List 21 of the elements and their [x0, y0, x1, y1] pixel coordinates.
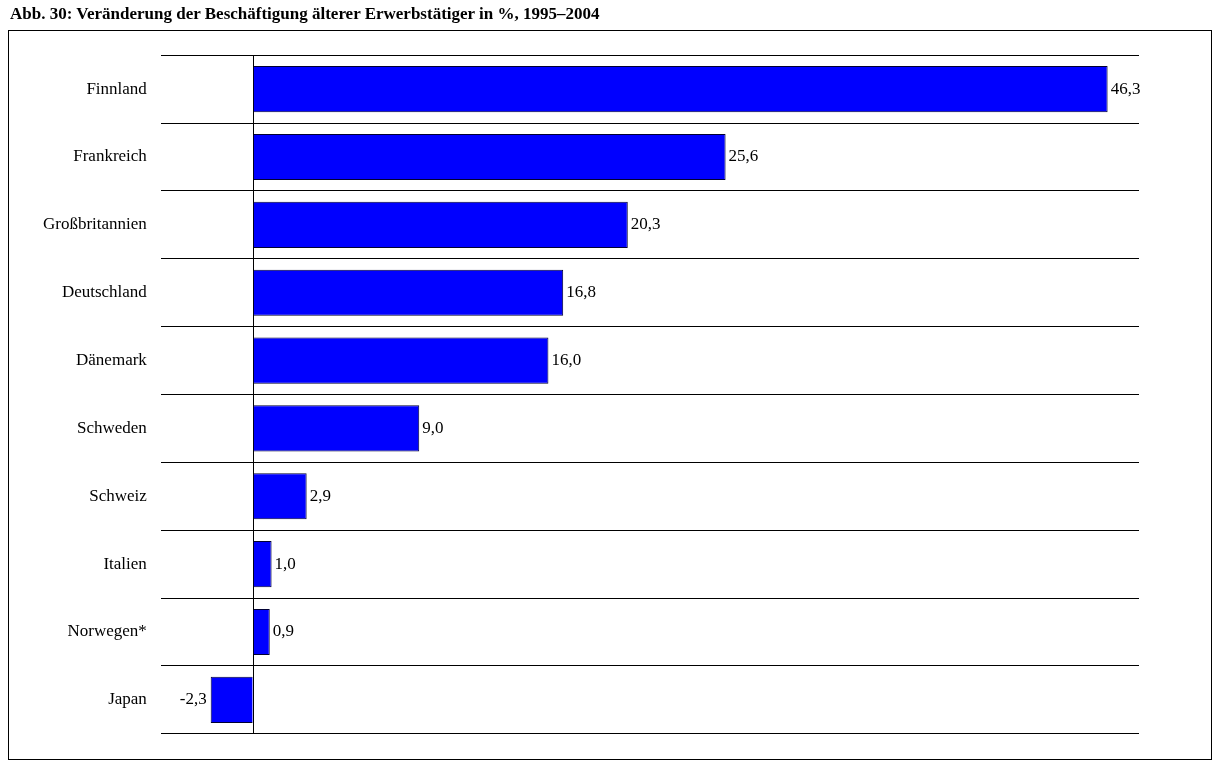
data-label: 1,0	[274, 553, 296, 573]
data-label: 2,9	[309, 485, 331, 505]
data-label: 20,3	[630, 214, 661, 234]
data-label: 9,0	[422, 417, 444, 437]
y-tick-label: Schweiz	[89, 485, 148, 505]
y-tick-label: Japan	[108, 689, 148, 709]
y-tick-label: Großbritannien	[43, 214, 148, 234]
data-label: -2,3	[179, 689, 207, 709]
y-tick-label: Dänemark	[76, 350, 148, 370]
y-tick-label: Italien	[103, 553, 148, 573]
y-tick-label: Norwegen*	[67, 621, 147, 641]
data-label: 46,3	[1110, 78, 1141, 98]
y-tick-label: Deutschland	[61, 282, 148, 302]
y-tick-label: Schweden	[76, 417, 148, 437]
data-label: 25,6	[728, 146, 759, 166]
chart-title: Abb. 30: Veränderung der Beschäftigung älterer Erwerbstätiger in %, 1995–2004	[10, 4, 601, 24]
y-tick-label: Frankreich	[73, 146, 148, 166]
y-tick-label: Finnland	[86, 78, 148, 98]
data-label: 16,8	[566, 282, 596, 302]
data-label: 16,0	[551, 350, 582, 370]
data-label: 0,9	[272, 621, 294, 641]
